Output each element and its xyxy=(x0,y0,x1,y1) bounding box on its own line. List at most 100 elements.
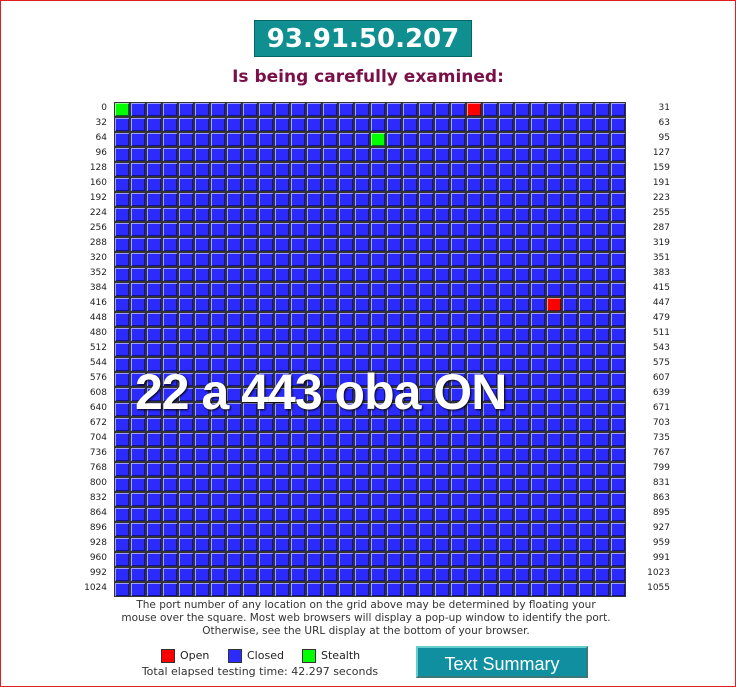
port-cell xyxy=(482,567,498,582)
port-cell xyxy=(498,432,514,447)
port-cell xyxy=(226,402,242,417)
port-cell xyxy=(226,267,242,282)
port-cell xyxy=(466,177,482,192)
port-cell xyxy=(242,327,258,342)
port-cell xyxy=(178,462,194,477)
port-cell xyxy=(562,552,578,567)
row-end-label: 1055 xyxy=(647,583,670,593)
port-cell xyxy=(418,492,434,507)
port-cell xyxy=(482,177,498,192)
port-cell xyxy=(130,132,146,147)
port-cell xyxy=(162,432,178,447)
port-cell xyxy=(562,222,578,237)
port-cell xyxy=(226,312,242,327)
port-cell xyxy=(466,162,482,177)
port-cell xyxy=(114,252,130,267)
port-cell xyxy=(402,237,418,252)
port-cell xyxy=(578,357,594,372)
port-cell xyxy=(162,282,178,297)
port-cell xyxy=(418,522,434,537)
row-end-label: 511 xyxy=(652,328,670,338)
port-cell xyxy=(594,147,610,162)
port-cell xyxy=(338,582,354,597)
port-cell xyxy=(386,327,402,342)
port-cell xyxy=(370,402,386,417)
port-cell xyxy=(562,582,578,597)
port-cell xyxy=(562,297,578,312)
port-cell xyxy=(418,312,434,327)
port-cell xyxy=(482,387,498,402)
port-cell xyxy=(194,207,210,222)
port-cell xyxy=(610,462,626,477)
port-cell xyxy=(322,432,338,447)
row-start-label: 512 xyxy=(89,343,107,353)
port-cell xyxy=(226,177,242,192)
port-cell xyxy=(130,102,146,117)
port-cell xyxy=(178,192,194,207)
port-cell xyxy=(146,177,162,192)
port-cell xyxy=(114,492,130,507)
port-cell xyxy=(178,327,194,342)
port-cell xyxy=(210,387,226,402)
port-cell xyxy=(386,552,402,567)
port-cell xyxy=(514,207,530,222)
row-start-label: 256 xyxy=(89,223,107,233)
port-cell xyxy=(546,402,562,417)
port-cell xyxy=(274,507,290,522)
row-start-label: 1024 xyxy=(84,583,107,593)
port-cell xyxy=(114,462,130,477)
port-cell xyxy=(338,237,354,252)
port-cell xyxy=(178,177,194,192)
port-cell xyxy=(194,552,210,567)
port-cell xyxy=(530,162,546,177)
port-cell xyxy=(146,117,162,132)
port-cell xyxy=(594,357,610,372)
port-cell xyxy=(338,252,354,267)
port-cell xyxy=(306,417,322,432)
port-cell xyxy=(514,372,530,387)
port-cell xyxy=(162,342,178,357)
text-summary-button[interactable]: Text Summary xyxy=(416,646,588,678)
port-cell xyxy=(418,177,434,192)
port-cell xyxy=(578,267,594,282)
row-start-label: 800 xyxy=(89,478,107,488)
port-cell xyxy=(466,327,482,342)
port-cell xyxy=(258,447,274,462)
port-cell xyxy=(434,117,450,132)
port-cell xyxy=(386,582,402,597)
port-cell xyxy=(546,102,562,117)
port-cell xyxy=(242,492,258,507)
port-cell xyxy=(530,372,546,387)
port-cell xyxy=(210,522,226,537)
port-cell xyxy=(226,492,242,507)
port-cell xyxy=(322,342,338,357)
port-cell xyxy=(258,267,274,282)
port-cell xyxy=(146,432,162,447)
port-cell xyxy=(210,507,226,522)
port-cell xyxy=(306,132,322,147)
port-cell xyxy=(434,132,450,147)
port-cell xyxy=(258,522,274,537)
legend-label: Stealth xyxy=(321,649,361,662)
port-cell xyxy=(274,582,290,597)
port-cell xyxy=(562,432,578,447)
port-cell xyxy=(130,282,146,297)
port-cell xyxy=(226,192,242,207)
port-cell xyxy=(610,282,626,297)
port-cell xyxy=(514,282,530,297)
port-cell xyxy=(402,342,418,357)
port-cell xyxy=(130,147,146,162)
row-start-label: 704 xyxy=(89,433,107,443)
port-cell xyxy=(546,432,562,447)
port-cell xyxy=(210,537,226,552)
port-cell xyxy=(434,237,450,252)
port-cell xyxy=(162,327,178,342)
port-cell xyxy=(178,222,194,237)
port-cell xyxy=(610,552,626,567)
port-cell xyxy=(306,312,322,327)
port-cell xyxy=(450,237,466,252)
port-cell xyxy=(594,477,610,492)
port-cell xyxy=(194,357,210,372)
port-cell xyxy=(482,267,498,282)
port-cell xyxy=(162,132,178,147)
